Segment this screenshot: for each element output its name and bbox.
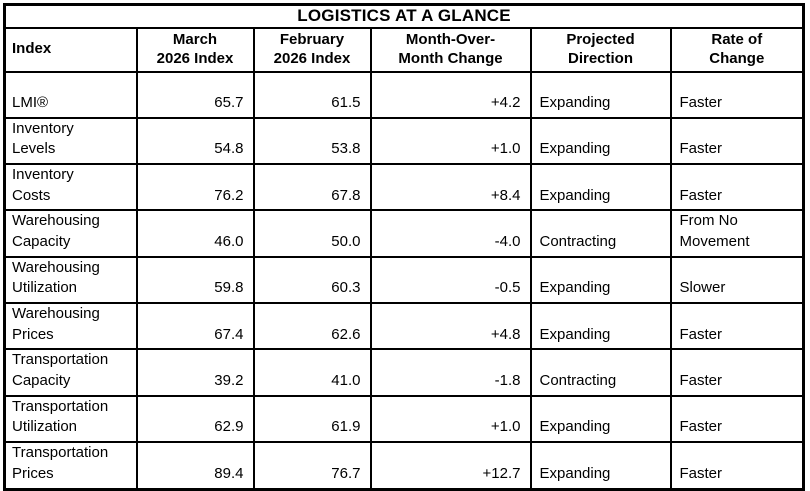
cell-index: Warehousing Capacity [3, 209, 138, 258]
column-header-projected-direction: Projected Direction [529, 27, 672, 73]
cell-rate: From No Movement [669, 209, 805, 258]
table-row-transportation-capacity: Transportation Capacity 39.2 41.0 -1.8 C… [3, 348, 805, 397]
logistics-table-sheet: LOGISTICS AT A GLANCE Index March 2026 I… [3, 3, 806, 491]
table-row-warehousing-utilization: Warehousing Utilization 59.8 60.3 -0.5 E… [3, 255, 805, 305]
cell-index: Warehousing Utilization [3, 255, 138, 305]
cell-change: +12.7 [369, 441, 532, 490]
cell-index: Warehousing Prices [3, 301, 138, 351]
cell-march: 54.8 [135, 116, 255, 165]
cell-february: 41.0 [252, 348, 372, 397]
table-row-transportation-prices: Transportation Prices 89.4 76.7 +12.7 Ex… [3, 441, 805, 490]
cell-march: 67.4 [135, 301, 255, 351]
cell-change: +4.8 [369, 301, 532, 351]
cell-direction: Expanding [529, 255, 672, 305]
cell-change: +1.0 [369, 394, 532, 444]
logistics-at-a-glance-table: LOGISTICS AT A GLANCE Index March 2026 I… [3, 3, 806, 491]
cell-index: Transportation Prices [3, 441, 138, 490]
column-header-month-over-month-change: Month-Over- Month Change [369, 27, 532, 73]
cell-change: -4.0 [369, 209, 532, 258]
cell-direction: Expanding [529, 116, 672, 165]
table-row-transportation-utilization: Transportation Utilization 62.9 61.9 +1.… [3, 394, 805, 444]
cell-march: 89.4 [135, 441, 255, 490]
cell-index: Transportation Utilization [3, 394, 138, 444]
cell-direction: Contracting [529, 348, 672, 397]
cell-direction: Expanding [529, 70, 672, 119]
cell-index: Transportation Capacity [3, 348, 138, 397]
cell-direction: Expanding [529, 441, 672, 490]
cell-march: 39.2 [135, 348, 255, 397]
table-row-lmi: LMI® 65.7 61.5 +4.2 Expanding Faster [3, 70, 805, 119]
cell-march: 76.2 [135, 162, 255, 212]
cell-change: +1.0 [369, 116, 532, 165]
column-header-rate-of-change: Rate of Change [669, 27, 805, 73]
cell-february: 50.0 [252, 209, 372, 258]
cell-march: 65.7 [135, 70, 255, 119]
column-header-index: Index [3, 27, 138, 73]
table-title: LOGISTICS AT A GLANCE [3, 3, 805, 29]
cell-change: +8.4 [369, 162, 532, 212]
cell-direction: Expanding [529, 394, 672, 444]
cell-february: 76.7 [252, 441, 372, 490]
table-row-inventory-costs: Inventory Costs 76.2 67.8 +8.4 Expanding… [3, 162, 805, 212]
cell-february: 53.8 [252, 116, 372, 165]
cell-february: 67.8 [252, 162, 372, 212]
cell-index: LMI® [3, 70, 138, 119]
cell-rate: Faster [669, 162, 805, 212]
header-row: Index March 2026 Index February 2026 Ind… [3, 27, 805, 73]
cell-direction: Contracting [529, 209, 672, 258]
column-header-march-2026-index: March 2026 Index [135, 27, 255, 73]
cell-february: 61.9 [252, 394, 372, 444]
cell-change: +4.2 [369, 70, 532, 119]
cell-february: 62.6 [252, 301, 372, 351]
cell-february: 61.5 [252, 70, 372, 119]
cell-rate: Faster [669, 394, 805, 444]
cell-index: Inventory Costs [3, 162, 138, 212]
title-row: LOGISTICS AT A GLANCE [3, 3, 805, 29]
cell-february: 60.3 [252, 255, 372, 305]
cell-index: Inventory Levels [3, 116, 138, 165]
cell-march: 59.8 [135, 255, 255, 305]
cell-change: -1.8 [369, 348, 532, 397]
table-row-warehousing-capacity: Warehousing Capacity 46.0 50.0 -4.0 Cont… [3, 209, 805, 258]
cell-march: 46.0 [135, 209, 255, 258]
column-header-february-2026-index: February 2026 Index [252, 27, 372, 73]
cell-rate: Faster [669, 301, 805, 351]
cell-rate: Faster [669, 70, 805, 119]
cell-direction: Expanding [529, 301, 672, 351]
cell-change: -0.5 [369, 255, 532, 305]
table-row-warehousing-prices: Warehousing Prices 67.4 62.6 +4.8 Expand… [3, 301, 805, 351]
cell-rate: Faster [669, 441, 805, 490]
cell-direction: Expanding [529, 162, 672, 212]
cell-march: 62.9 [135, 394, 255, 444]
cell-rate: Faster [669, 116, 805, 165]
cell-rate: Faster [669, 348, 805, 397]
table-row-inventory-levels: Inventory Levels 54.8 53.8 +1.0 Expandin… [3, 116, 805, 165]
cell-rate: Slower [669, 255, 805, 305]
